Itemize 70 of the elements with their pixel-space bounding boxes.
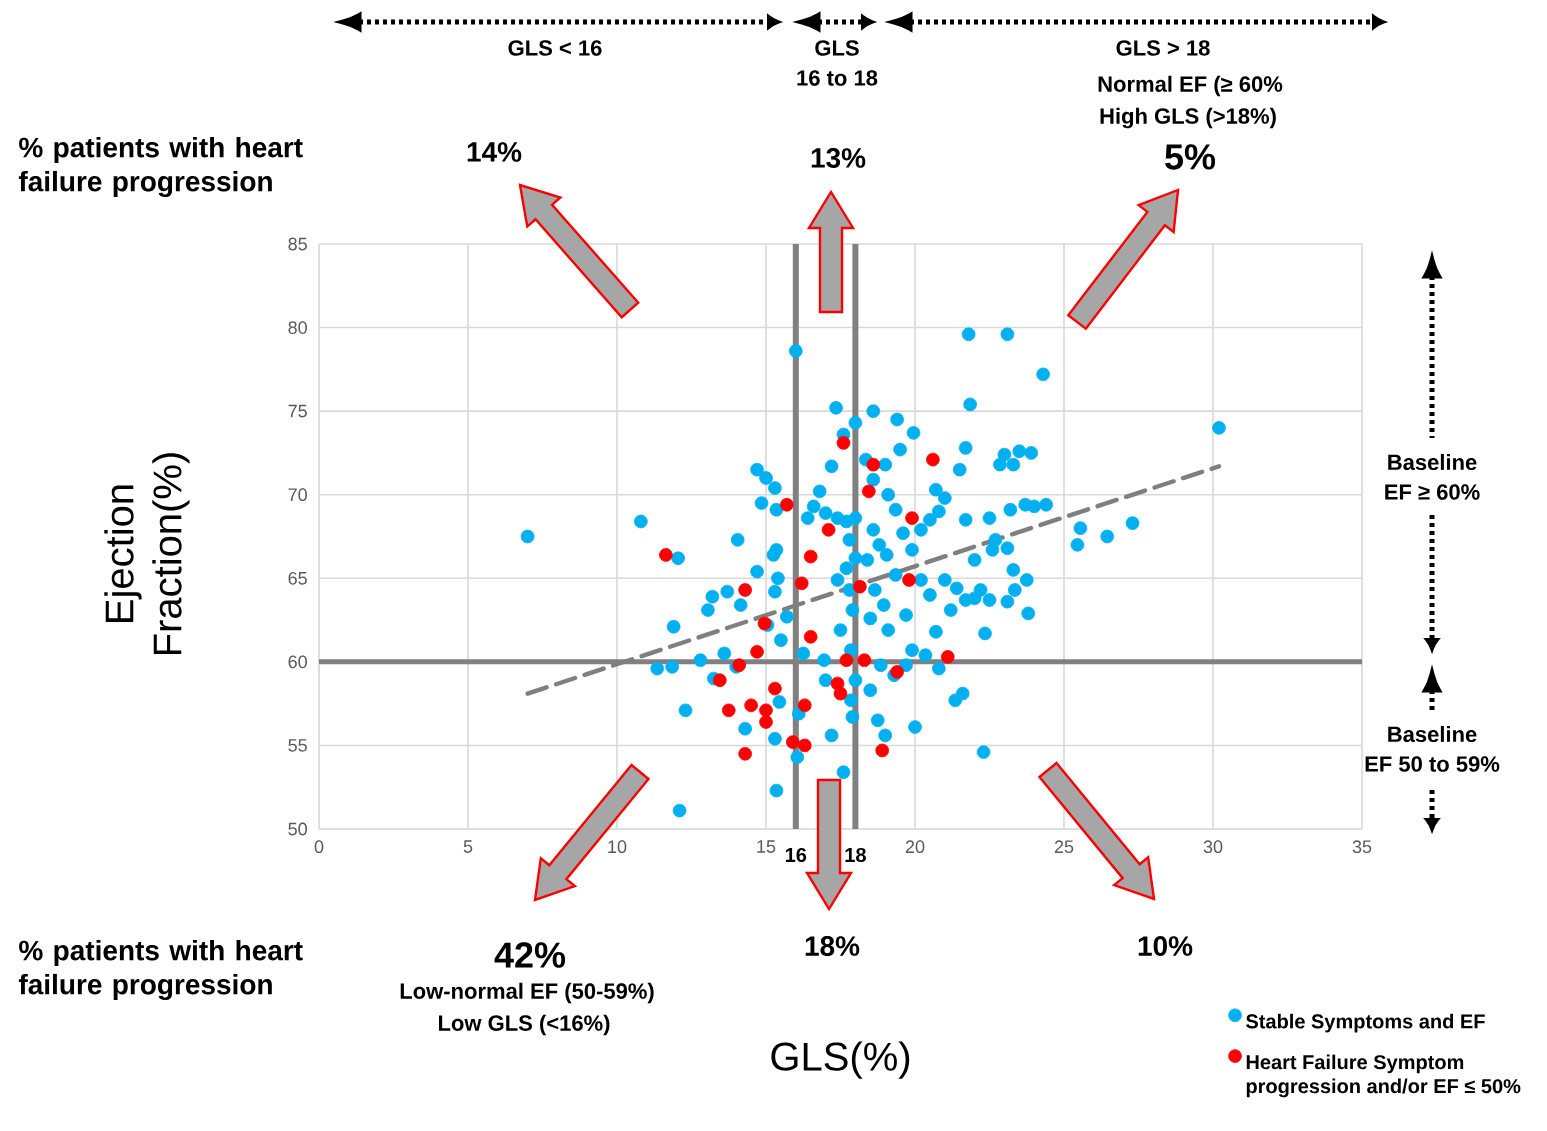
point <box>750 645 764 659</box>
x-tick-label: 0 <box>314 840 324 854</box>
point <box>738 746 752 761</box>
legend-label: Heart Failure Symptom progression and/or EF ≤ 50% <box>1246 1054 1521 1098</box>
text: GLS < 16 <box>508 40 602 56</box>
x-tick-label: 5 <box>463 840 473 853</box>
point <box>833 686 848 701</box>
y-tick-label: 75 <box>288 404 307 418</box>
point <box>780 497 794 512</box>
x-tick-label: 15 <box>757 840 776 853</box>
point <box>839 653 854 667</box>
y-tick-label: 80 <box>288 321 307 334</box>
text: 5% <box>1165 144 1216 170</box>
text: 13% <box>811 148 866 168</box>
text: 16 to 18 <box>797 70 878 86</box>
text: EF ≥ 60% <box>1385 484 1480 500</box>
point <box>862 484 876 499</box>
point <box>721 703 736 718</box>
y-tick-label: 85 <box>288 237 307 251</box>
point <box>890 665 904 679</box>
text: High GLS (>18%) <box>1100 107 1276 129</box>
text: Normal EF (≥ 60% <box>1098 75 1283 97</box>
y-tick-label: 60 <box>288 655 307 669</box>
point <box>768 681 782 696</box>
x-tick-label: 10 <box>608 840 627 854</box>
text: 14% <box>467 142 522 162</box>
point <box>926 452 940 467</box>
point <box>786 735 800 749</box>
point <box>738 583 752 597</box>
text: EF 50 to 59% <box>1365 756 1500 772</box>
text: 42% <box>494 942 566 968</box>
point <box>759 715 773 729</box>
point <box>759 703 773 718</box>
y-tick-label: 70 <box>288 488 307 502</box>
point <box>940 650 955 664</box>
text: % patients with heart failure progression <box>18 939 303 1001</box>
text: Low GLS (<16%) <box>439 1014 610 1036</box>
text: 10% <box>1138 936 1193 956</box>
point <box>803 549 818 564</box>
point <box>853 579 867 594</box>
text: Low-normal EF (50-59%) <box>400 982 654 1004</box>
text: GLS <box>815 40 859 56</box>
point <box>875 743 890 758</box>
point <box>821 523 836 537</box>
point <box>794 576 809 591</box>
y-axis-title: Ejection Fraction(%) <box>104 453 190 655</box>
legend-label: Stable Symptoms and EF <box>1246 1013 1485 1033</box>
x-tick-label: 25 <box>1054 840 1074 854</box>
x-axis-title: GLS(%) <box>771 1041 910 1079</box>
text: GLS > 18 <box>1116 40 1210 56</box>
y-tick-label: 50 <box>288 822 307 836</box>
ref-line-label: 16 <box>785 847 807 863</box>
y-tick-label: 65 <box>288 571 307 585</box>
point <box>659 548 673 562</box>
point <box>902 573 916 587</box>
point <box>905 511 919 525</box>
x-tick-label: 20 <box>905 840 925 854</box>
text: Baseline <box>1388 725 1477 743</box>
point <box>797 698 812 713</box>
x-tick-label: 30 <box>1203 840 1223 854</box>
point <box>744 698 758 713</box>
y-tick-label: 55 <box>288 739 307 752</box>
text: Baseline <box>1388 453 1477 471</box>
point <box>803 629 818 644</box>
text: % patients with heart failure progression <box>18 136 303 198</box>
point <box>797 738 812 753</box>
x-tick-label: 35 <box>1352 840 1372 854</box>
text: 18% <box>805 936 860 956</box>
ref-line-label: 18 <box>845 847 866 863</box>
point <box>857 653 872 667</box>
